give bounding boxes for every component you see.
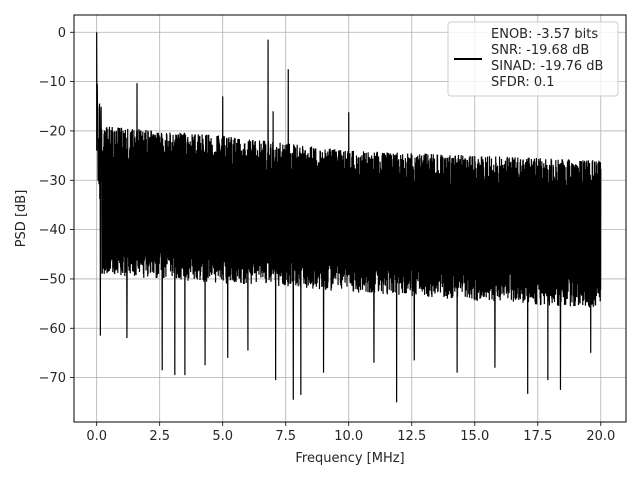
x-axis-label: Frequency [MHz] xyxy=(295,451,404,466)
legend-text-enob: ENOB: -3.57 bits xyxy=(491,27,598,42)
y-tick-label: 0 xyxy=(58,26,66,41)
y-tick-label: −10 xyxy=(39,75,66,90)
x-tick-label: 17.5 xyxy=(523,429,552,444)
legend-text-snr: SNR: -19.68 dB xyxy=(491,43,589,58)
legend-box xyxy=(447,21,619,97)
y-tick-label: −50 xyxy=(39,272,66,287)
x-tick-label: 15.0 xyxy=(460,429,489,444)
plot-frame xyxy=(73,14,627,423)
x-tick-label: 10.0 xyxy=(334,429,363,444)
x-tick-label: 2.5 xyxy=(149,429,170,444)
x-axis-ticks: 0.0 2.5 5.0 7.5 10.0 12.5 15.0 17.5 20.0 xyxy=(86,422,615,444)
y-tick-label: −30 xyxy=(39,174,66,189)
x-tick-label: 20.0 xyxy=(586,429,615,444)
y-axis-label: PSD [dB] xyxy=(14,190,29,248)
x-tick-label: 12.5 xyxy=(397,429,426,444)
legend-text-sinad: SINAD: -19.76 dB xyxy=(491,59,603,74)
y-axis-ticks: 0 −10 −20 −30 −40 −50 −60 −70 xyxy=(39,26,74,386)
x-tick-label: 7.5 xyxy=(275,429,296,444)
y-tick-label: −70 xyxy=(39,371,66,386)
y-tick-label: −40 xyxy=(39,223,66,238)
y-tick-label: −20 xyxy=(39,124,66,139)
psd-series xyxy=(96,32,602,403)
x-tick-label: 0.0 xyxy=(86,429,107,444)
legend-text-sfdr: SFDR: 0.1 xyxy=(491,75,555,90)
legend: ENOB: -3.57 bits SNR: -19.68 dB SINAD: -… xyxy=(447,21,619,97)
psd-line xyxy=(96,32,602,403)
x-tick-label: 5.0 xyxy=(212,429,233,444)
y-tick-label: −60 xyxy=(39,322,66,337)
